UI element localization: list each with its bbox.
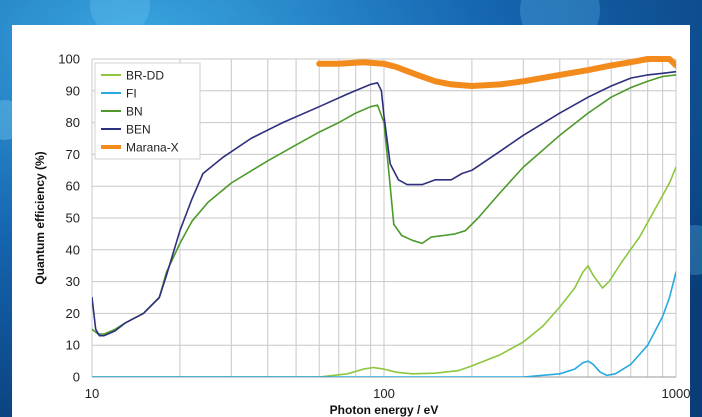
- legend-label: BR-DD: [126, 69, 164, 83]
- series-line-fi: [92, 271, 676, 377]
- legend-label: Marana-X: [126, 141, 179, 155]
- y-tick-label: 40: [66, 242, 80, 257]
- chart-card: 0 10 20 30 40 50 60 70 80 90 100 10 100 1000 BR-DD FI B…: [12, 25, 690, 417]
- x-tick-label: 10: [85, 386, 99, 401]
- y-tick-label: 30: [66, 274, 80, 289]
- x-tick-label: 1000: [662, 386, 690, 401]
- y-tick-label: 80: [66, 115, 80, 130]
- x-axis-title: Photon energy / eV: [330, 403, 439, 417]
- y-tick-label: 90: [66, 83, 80, 98]
- y-tick-label: 70: [66, 147, 80, 162]
- y-axis-title: Quantum efficiency (%): [33, 151, 47, 284]
- y-tick-label: 10: [66, 338, 80, 353]
- y-tick-label: 0: [73, 370, 80, 385]
- legend-label: FI: [126, 87, 137, 101]
- x-tick-label: 100: [373, 386, 395, 401]
- y-tick-label: 60: [66, 179, 80, 194]
- legend: BR-DD FI BN BEN Marana-X: [94, 62, 201, 160]
- series-lines: [92, 56, 676, 377]
- legend-label: BEN: [126, 123, 151, 137]
- series-line-marana-x: [316, 56, 676, 89]
- y-tick-label: 100: [58, 52, 80, 67]
- y-tick-label: 50: [66, 211, 80, 226]
- legend-label: BN: [126, 105, 143, 119]
- series-line-ben: [92, 70, 676, 337]
- series-line-br-dd: [92, 166, 676, 377]
- y-tick-label: 20: [66, 306, 80, 321]
